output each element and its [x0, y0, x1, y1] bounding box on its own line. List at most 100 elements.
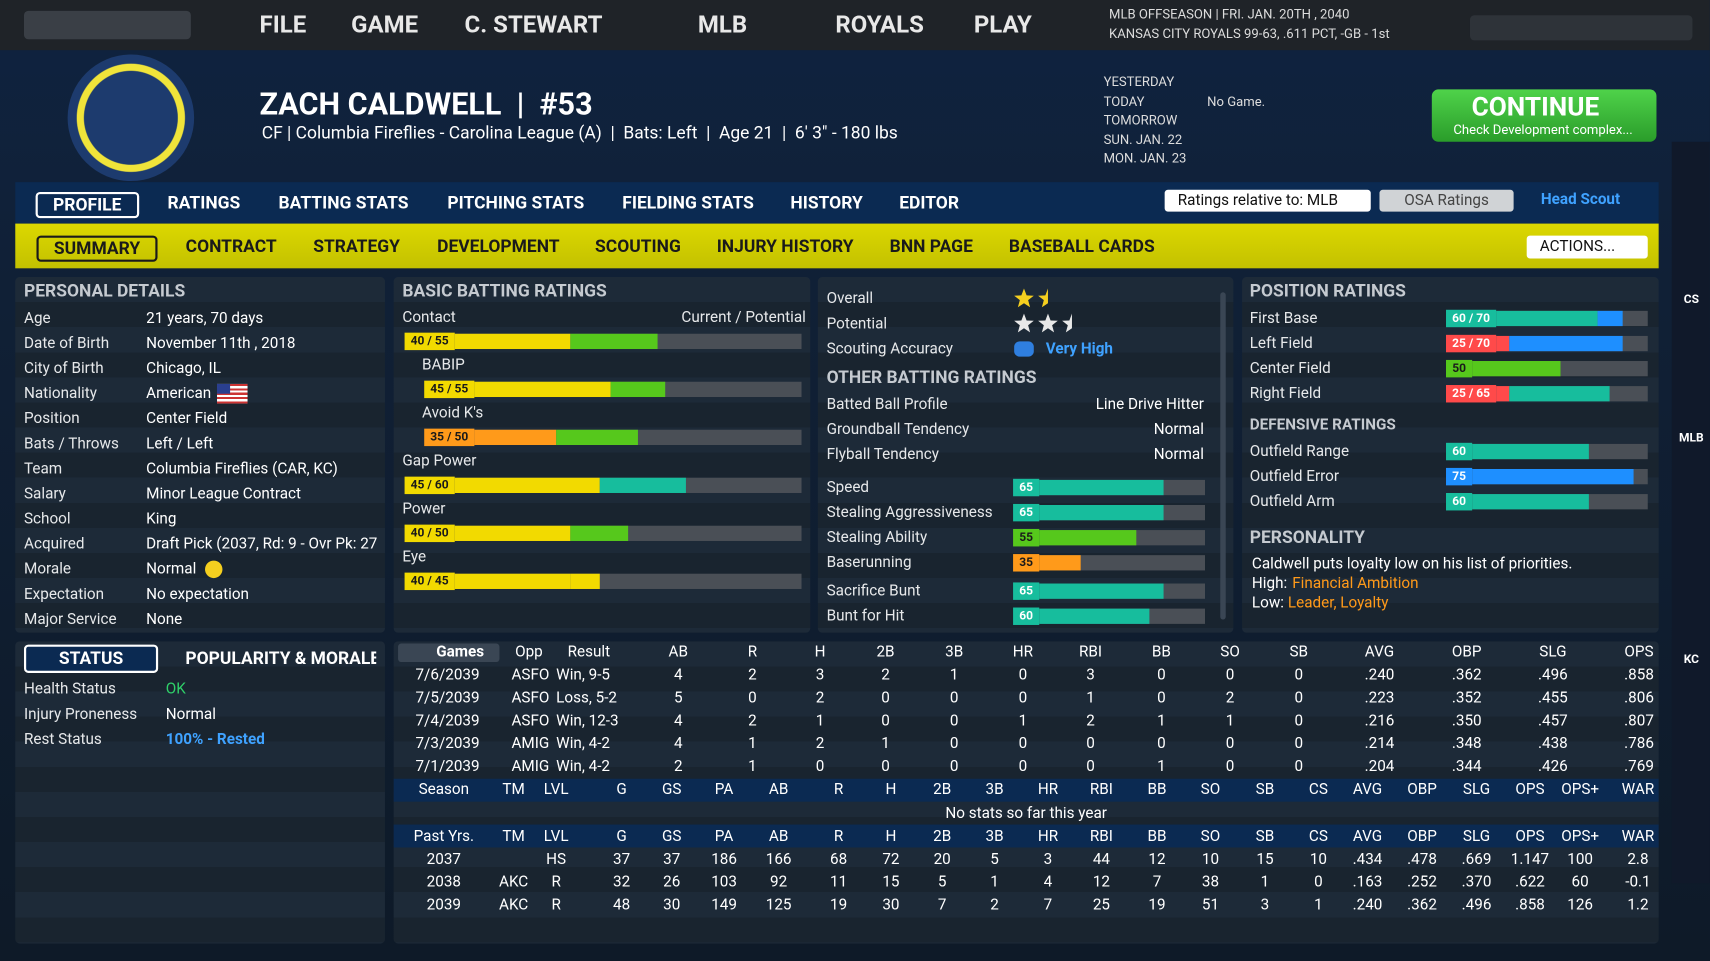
column-header: SO — [1200, 827, 1221, 846]
status-value: OK — [165, 680, 186, 699]
cell: R — [551, 873, 561, 892]
sub-tab[interactable]: SCOUTING — [595, 235, 681, 257]
osa-button[interactable]: OSA Ratings — [1379, 189, 1514, 212]
status-tab[interactable]: STATUS — [23, 644, 159, 673]
column-header: AB — [768, 827, 789, 846]
column-header: H — [885, 827, 897, 846]
cell: 1.147 — [1510, 850, 1550, 869]
summary-value: Very High — [1045, 340, 1113, 358]
rating-bar-current — [1039, 504, 1164, 521]
sub-tab[interactable]: DEVELOPMENT — [437, 235, 560, 257]
nav-buttons[interactable] — [23, 10, 191, 40]
rating-name: Center Field — [1249, 359, 1331, 378]
sub-tab[interactable]: BASEBALL CARDS — [1008, 235, 1155, 257]
column-header: BB — [1147, 780, 1167, 799]
sub-tab[interactable]: STRATEGY — [313, 235, 400, 257]
sub-tab[interactable]: SUMMARY — [36, 235, 158, 262]
search-box[interactable] — [1469, 15, 1693, 41]
rating-label: 35 / 50 — [424, 428, 475, 447]
menu-item[interactable]: FILE — [259, 11, 307, 40]
column-header: SB — [1255, 780, 1275, 799]
personal-panel — [15, 277, 385, 633]
actions-select[interactable]: ACTIONS... — [1526, 235, 1648, 259]
cell: 7 — [1043, 896, 1053, 915]
cell: .426 — [1537, 758, 1568, 776]
rating-label: 25 / 65 — [1446, 385, 1497, 403]
sub-tab[interactable]: BNN PAGE — [889, 235, 973, 257]
cell: .350 — [1451, 712, 1482, 730]
star — [1038, 313, 1058, 333]
continue-label[interactable]: CONTINUE — [1471, 91, 1600, 123]
column-header: 3B — [985, 827, 1004, 846]
personality-key: Low: — [1251, 594, 1284, 612]
detail-value: Minor League Contract — [146, 485, 302, 503]
cell: 0 — [815, 758, 825, 776]
status-value: 100% - Rested — [165, 730, 265, 749]
column-header: AB — [668, 643, 689, 661]
sub-tab[interactable]: INJURY HISTORY — [716, 235, 854, 257]
column-header[interactable]: Games — [436, 643, 485, 661]
cell: HS — [546, 850, 567, 869]
sidebar-label: MLB — [1679, 430, 1704, 446]
status-tab[interactable]: POPULARITY & MORALE — [185, 647, 377, 669]
detail-key: Salary — [23, 485, 66, 503]
cell: 0 — [1018, 666, 1028, 684]
rating-bar-current — [1472, 469, 1634, 485]
column-header: Season — [418, 780, 470, 799]
scout-button[interactable]: Head Scout — [1540, 190, 1621, 209]
cell: 0 — [1018, 689, 1028, 707]
cell: .669 — [1461, 850, 1492, 869]
team-logo — [67, 54, 195, 182]
cell: 3 — [1043, 850, 1053, 869]
main-tab[interactable]: PROFILE — [35, 191, 139, 219]
column-header: BB — [1151, 643, 1171, 661]
menu-item[interactable]: GAME — [351, 11, 419, 40]
main-tab[interactable]: HISTORY — [790, 191, 863, 213]
cell: 0 — [1294, 735, 1304, 753]
cell: 0 — [1294, 689, 1304, 707]
main-tab[interactable]: FIELDING STATS — [622, 191, 754, 213]
column-header: AVG — [1364, 643, 1395, 661]
main-tab[interactable]: PITCHING STATS — [447, 191, 585, 213]
detail-value: Normal — [146, 560, 197, 579]
menu-item[interactable]: MLB — [697, 11, 748, 40]
ratings-select[interactable]: Ratings relative to: MLB — [1164, 189, 1371, 212]
team-status: KANSAS CITY ROYALS 99-63, .611 PCT, -GB … — [1109, 26, 1390, 42]
column-header: OBP — [1451, 643, 1482, 661]
cell: 7 — [1152, 873, 1162, 892]
cell: .478 — [1407, 850, 1437, 869]
column-header: OPS — [1515, 780, 1545, 799]
rating-bar-current — [1039, 555, 1081, 571]
sidebar-label: KC — [1683, 652, 1700, 667]
column-header: 2B — [933, 827, 952, 846]
sub-tab[interactable]: CONTRACT — [185, 235, 277, 257]
cell: 186 — [711, 850, 737, 869]
panel-title: PERSONALITY — [1249, 526, 1365, 548]
games-select — [398, 643, 500, 663]
column-header: RBI — [1089, 827, 1113, 846]
cell: 37 — [663, 850, 681, 869]
continue-button[interactable] — [1431, 89, 1657, 142]
main-tab[interactable]: EDITOR — [899, 191, 960, 213]
detail-key: Position — [23, 410, 80, 428]
detail-key: Acquired — [23, 535, 85, 553]
column-header: RBI — [1089, 780, 1113, 799]
column-header: TM — [502, 780, 525, 799]
main-tab[interactable]: RATINGS — [167, 191, 241, 213]
empty-note: No stats so far this year — [945, 804, 1107, 823]
menu-item[interactable]: C. STEWART — [464, 11, 603, 40]
detail-key: Morale — [23, 560, 72, 579]
cell: 166 — [765, 850, 792, 869]
panel-title: POSITION RATINGS — [1249, 280, 1406, 302]
cell: -0.1 — [1625, 873, 1651, 892]
main-tab[interactable]: BATTING STATS — [278, 191, 409, 213]
cell: .240 — [1364, 666, 1395, 684]
cell: 126 — [1567, 896, 1594, 915]
menu-item[interactable]: PLAY — [973, 11, 1032, 40]
cell: 4 — [673, 666, 683, 684]
rating-bar-potential — [570, 573, 600, 589]
cell: 12 — [1148, 850, 1166, 869]
menu-item[interactable]: ROYALS — [835, 11, 924, 40]
cell: 2 — [815, 735, 825, 753]
